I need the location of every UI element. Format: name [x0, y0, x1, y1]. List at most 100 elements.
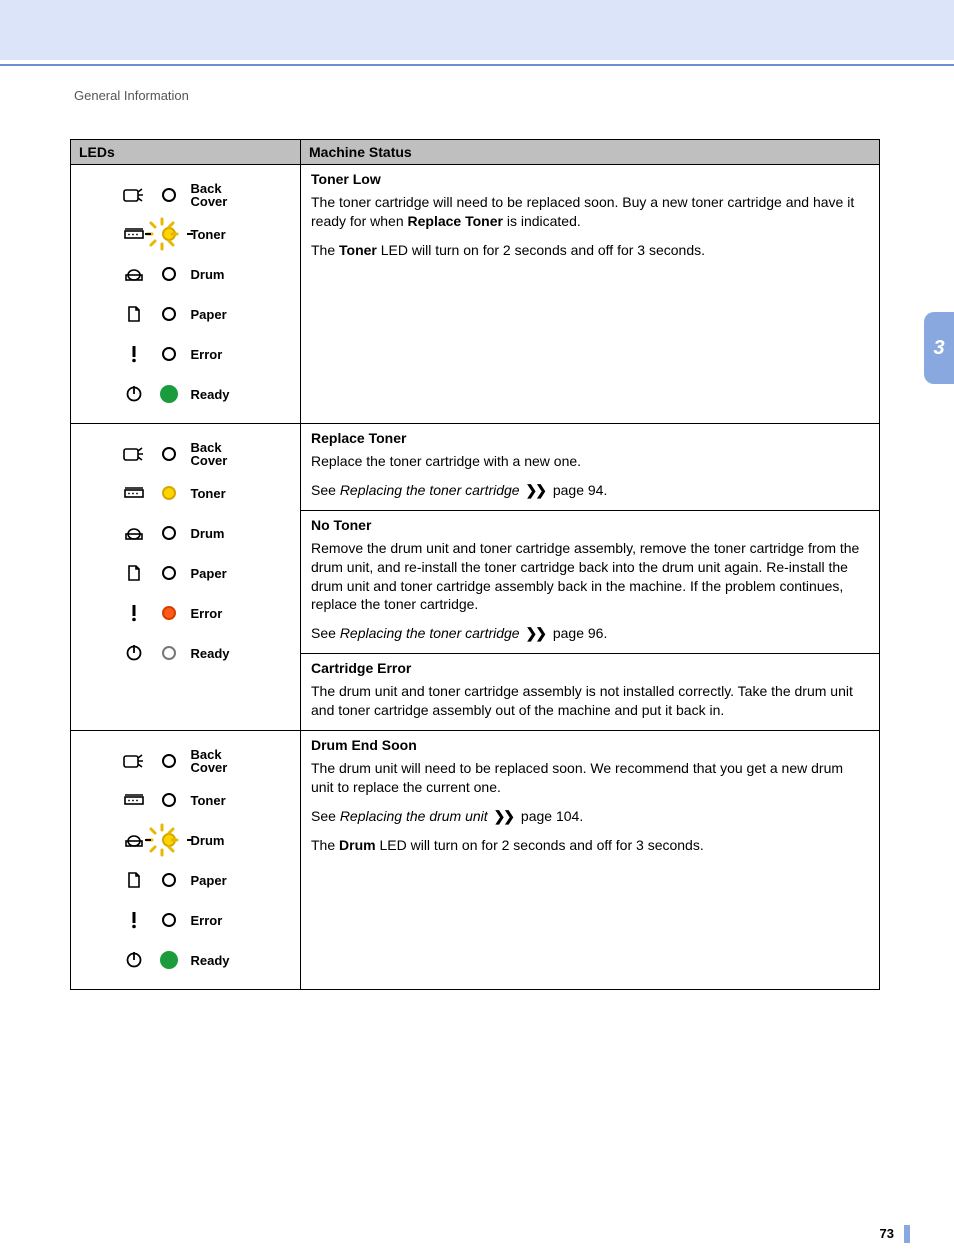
col-header-status: Machine Status: [301, 140, 880, 165]
led-label: Ready: [191, 954, 251, 967]
paper-icon: [121, 871, 147, 889]
led-row-error: Error: [121, 342, 251, 366]
table-row: BackCover Toner Drum Paper Error Ready Drum En…: [71, 731, 880, 990]
led-row-back-cover: BackCover: [121, 748, 251, 772]
page-body: General Information 3 LEDs Machine Statu…: [0, 88, 954, 1257]
status-para: Replace the toner cartridge with a new o…: [311, 452, 869, 471]
chapter-tab: 3: [924, 312, 954, 384]
see-reference: See Replacing the toner cartridge ❯❯ pag…: [311, 481, 869, 500]
status-cell: Cartridge Error The drum unit and toner c…: [301, 654, 880, 731]
ready-icon: [121, 644, 147, 662]
led-lamp: [155, 385, 183, 403]
led-row-error: Error: [121, 908, 251, 932]
led-label: Paper: [191, 308, 251, 321]
status-body: The drum unit will need to be replaced s…: [311, 759, 869, 855]
led-lamp: [155, 307, 183, 321]
paper-icon: [121, 305, 147, 323]
toner-icon: [121, 227, 147, 241]
led-lamp: [155, 447, 183, 461]
led-label: Toner: [191, 228, 251, 241]
status-body: The drum unit and toner cartridge assemb…: [311, 682, 869, 720]
led-label: Toner: [191, 487, 251, 500]
led-row-drum: Drum: [121, 521, 251, 545]
section-title: General Information: [74, 88, 894, 103]
col-header-leds: LEDs: [71, 140, 301, 165]
error-icon: [121, 345, 147, 363]
led-label: Error: [191, 607, 251, 620]
led-status-table: LEDs Machine Status BackCover Toner Drum Pa…: [70, 139, 880, 990]
led-row-drum: Drum: [121, 828, 251, 852]
toner-icon: [121, 486, 147, 500]
led-row-toner: Toner: [121, 788, 251, 812]
status-para: Remove the drum unit and toner cartridge…: [311, 539, 869, 615]
led-label: Toner: [191, 794, 251, 807]
status-para: The Toner LED will turn on for 2 seconds…: [311, 241, 869, 260]
status-title: Toner Low: [311, 171, 869, 187]
led-panel: BackCover Toner Drum Paper Error Ready: [72, 732, 299, 988]
led-row-paper: Paper: [121, 561, 251, 585]
status-block: No Toner Remove the drum unit and toner c…: [301, 511, 879, 653]
led-label: Drum: [191, 527, 251, 540]
status-body: Replace the toner cartridge with a new o…: [311, 452, 869, 500]
led-label: Paper: [191, 567, 251, 580]
led-label: Error: [191, 914, 251, 927]
led-lamp: [155, 951, 183, 969]
led-row-error: Error: [121, 601, 251, 625]
led-label: Paper: [191, 874, 251, 887]
led-cell: BackCover Toner Drum Paper Error Ready: [71, 731, 301, 990]
status-body: The toner cartridge will need to be repl…: [311, 193, 869, 260]
led-row-toner: Toner: [121, 222, 251, 246]
drum-icon: [121, 525, 147, 541]
led-cell: BackCover Toner Drum Paper Error Ready: [71, 165, 301, 424]
led-row-ready: Ready: [121, 382, 251, 406]
status-para: The Drum LED will turn on for 2 seconds …: [311, 836, 869, 855]
status-block: Replace Toner Replace the toner cartridge…: [301, 424, 879, 510]
status-title: Drum End Soon: [311, 737, 869, 753]
led-cell: BackCover Toner Drum Paper Error Ready: [71, 424, 301, 731]
ready-icon: [121, 951, 147, 969]
led-row-paper: Paper: [121, 302, 251, 326]
led-label: BackCover: [191, 182, 251, 208]
led-lamp: [155, 486, 183, 500]
status-block: Cartridge Error The drum unit and toner c…: [301, 654, 879, 730]
paper-icon: [121, 564, 147, 582]
status-cell: Replace Toner Replace the toner cartridge…: [301, 424, 880, 511]
status-title: Cartridge Error: [311, 660, 869, 676]
status-block: Toner Low The toner cartridge will need t…: [301, 165, 879, 270]
double-arrow-icon: ❯❯: [525, 482, 544, 498]
led-lamp: [155, 188, 183, 202]
led-lamp: [155, 526, 183, 540]
status-body: Remove the drum unit and toner cartridge…: [311, 539, 869, 643]
led-label: BackCover: [191, 441, 251, 467]
led-lamp: [155, 606, 183, 620]
led-row-ready: Ready: [121, 641, 251, 665]
led-row-drum: Drum: [121, 262, 251, 286]
status-para: The toner cartridge will need to be repl…: [311, 193, 869, 231]
led-lamp: [155, 873, 183, 887]
drum-icon: [121, 266, 147, 282]
led-label: Error: [191, 348, 251, 361]
status-para: The drum unit will need to be replaced s…: [311, 759, 869, 797]
status-block: Drum End Soon The drum unit will need to …: [301, 731, 879, 865]
led-label: BackCover: [191, 748, 251, 774]
led-lamp: [155, 793, 183, 807]
page-number: 73: [880, 1225, 910, 1243]
led-row-ready: Ready: [121, 948, 251, 972]
toner-icon: [121, 793, 147, 807]
status-cell: Drum End Soon The drum unit will need to …: [301, 731, 880, 990]
back-cover-icon: [121, 446, 147, 462]
led-panel: BackCover Toner Drum Paper Error Ready: [72, 425, 299, 681]
led-lamp: [155, 646, 183, 660]
led-label: Drum: [191, 268, 251, 281]
led-row-paper: Paper: [121, 868, 251, 892]
status-cell: No Toner Remove the drum unit and toner c…: [301, 510, 880, 653]
status-title: No Toner: [311, 517, 869, 533]
error-icon: [121, 911, 147, 929]
led-row-toner: Toner: [121, 481, 251, 505]
page-header-band: [0, 0, 954, 66]
status-cell: Toner Low The toner cartridge will need t…: [301, 165, 880, 424]
status-title: Replace Toner: [311, 430, 869, 446]
table-row: BackCoverTonerDrumPaperErrorReadyReplace…: [71, 424, 880, 511]
led-label: Drum: [191, 834, 251, 847]
led-panel: BackCover Toner Drum Paper Error Ready: [72, 166, 299, 422]
